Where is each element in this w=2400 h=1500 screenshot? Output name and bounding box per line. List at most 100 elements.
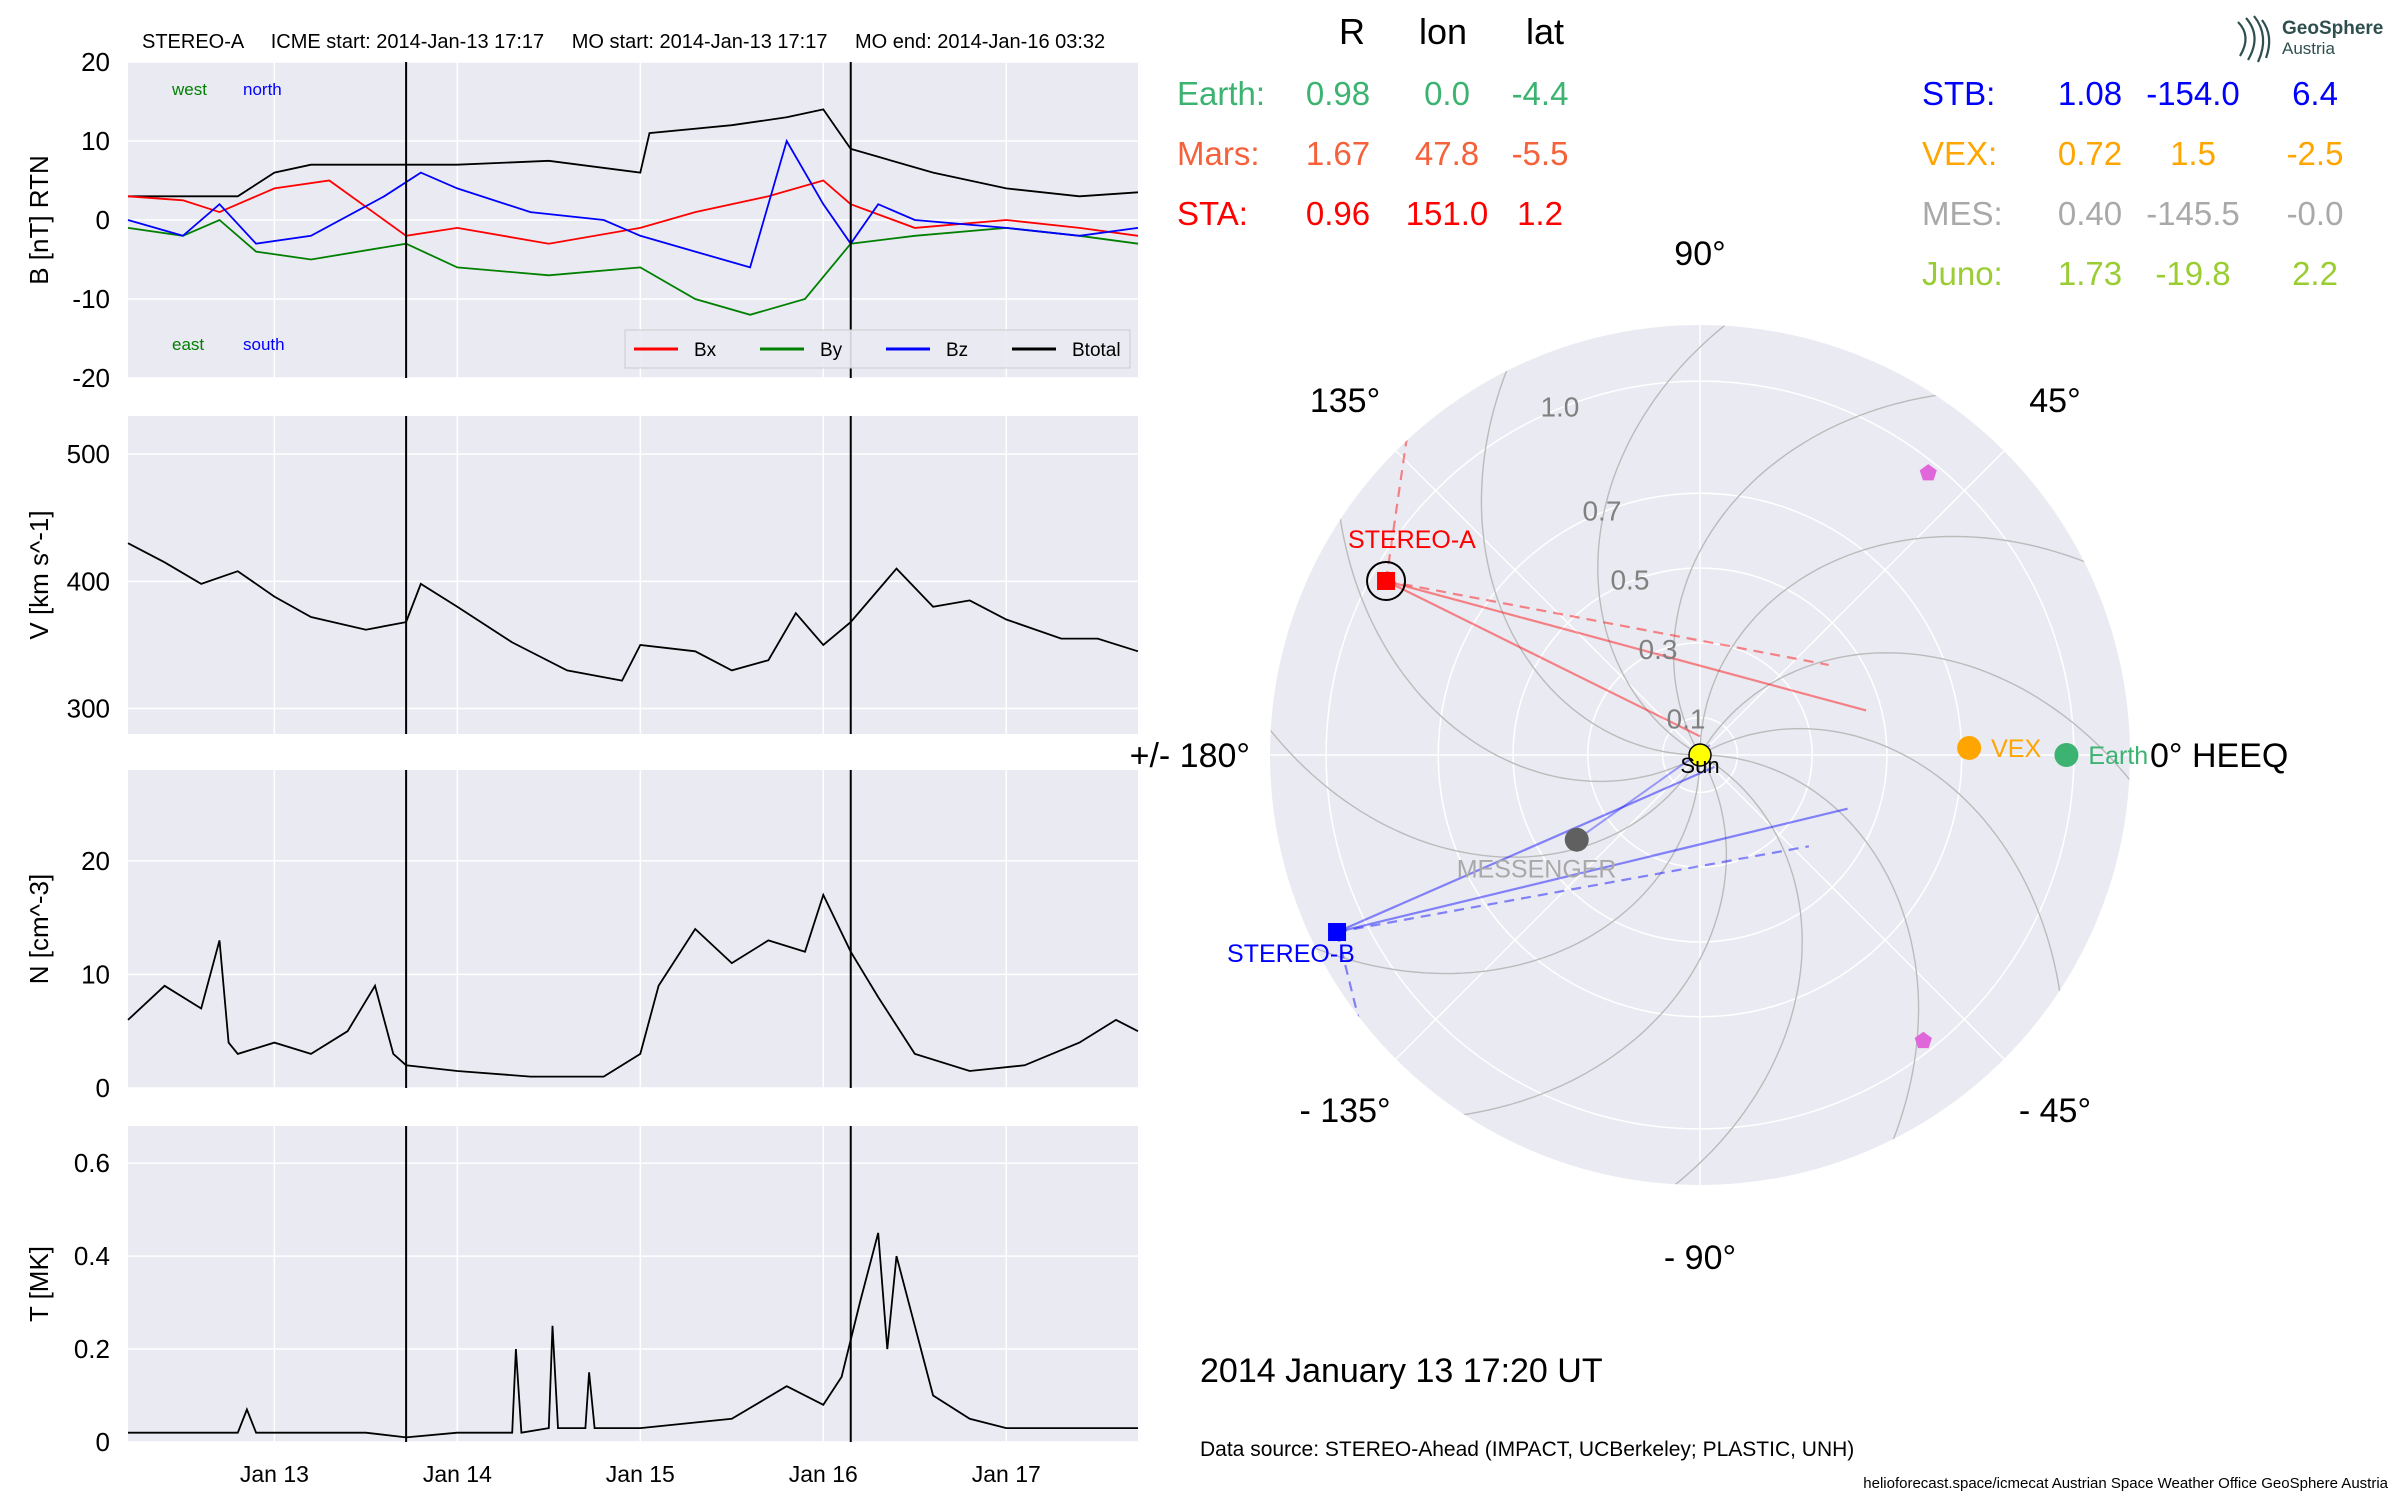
y-tick-label: 0 xyxy=(96,1427,110,1457)
panel-bg xyxy=(128,416,1138,734)
panel-density: 0 10 20 N [cm^-3] xyxy=(24,770,1139,1103)
parker-spiral xyxy=(1597,325,1787,756)
credits: helioforecast.space/icmecat Austrian Spa… xyxy=(1863,1475,2388,1492)
y-tick-label: 0.6 xyxy=(74,1148,110,1178)
table-right-lat: -0.0 xyxy=(2287,195,2344,232)
parker-spiral xyxy=(1699,535,2130,756)
x-tick-label: Jan 16 xyxy=(789,1461,858,1487)
y-tick-label: -10 xyxy=(72,284,110,314)
parker-spiral xyxy=(1672,389,2011,756)
panel-bg xyxy=(128,770,1138,1088)
angle-label: 0° HEEQ xyxy=(2150,737,2288,775)
body-label-stereo-b: STEREO-B xyxy=(1227,940,1355,968)
r-tick-label: 0.1 xyxy=(1667,703,1706,734)
table-right-lon: 1.5 xyxy=(2170,135,2216,172)
header-spacecraft: STEREO-A xyxy=(142,31,245,53)
angle-label: - 90° xyxy=(1664,1239,1736,1277)
table-header-lon: lon xyxy=(1419,11,1467,52)
header-mo-end: MO end: 2014-Jan-16 03:32 xyxy=(855,31,1105,53)
parker-spiral xyxy=(1699,652,2130,842)
panel-magnetic-field: -20 -10 0 10 20 B [nT] RTN west north east south B… xyxy=(24,47,1139,393)
table-right-lat: 6.4 xyxy=(2292,75,2338,112)
body-earth xyxy=(2054,743,2079,767)
table-right-label: Juno: xyxy=(1922,255,2003,292)
y-tick-label: 0 xyxy=(96,1073,110,1103)
series-Bz xyxy=(127,138,1139,269)
legend-entry: Btotal xyxy=(1072,340,1121,361)
table-right-label: STB: xyxy=(1922,75,1995,112)
logo-line2: Austria xyxy=(2282,39,2335,58)
y-tick-label: 300 xyxy=(67,694,110,724)
angle-label: 45° xyxy=(2029,382,2080,420)
fov-line xyxy=(1336,807,1848,934)
table-header-lat: lat xyxy=(1526,11,1564,52)
legend-entry: Bx xyxy=(694,340,717,361)
table-right-lon: -154.0 xyxy=(2146,75,2240,112)
event-header: STEREO-A ICME start: 2014-Jan-13 17:17 M… xyxy=(142,31,1105,53)
body-label-earth: Earth xyxy=(2088,742,2148,770)
fov-line xyxy=(1336,845,1810,934)
parker-spiral xyxy=(1613,754,1803,1185)
table-left-label: Earth: xyxy=(1177,75,1265,112)
table-left-lon: 151.0 xyxy=(1406,195,1489,232)
y-tick-label: 500 xyxy=(67,439,110,469)
table-right-lat: 2.2 xyxy=(2292,255,2338,292)
y-axis-label: V [km s^-1] xyxy=(24,510,54,639)
series-T xyxy=(128,1232,1138,1439)
annotation-north: north xyxy=(243,80,282,99)
body-stereo-a xyxy=(1377,571,1396,590)
stereo-a-highlight xyxy=(1366,560,1407,601)
series-By xyxy=(127,218,1139,316)
planet-marker-pentagon xyxy=(1919,464,1937,481)
body-label-sun: Sun xyxy=(1680,753,1719,778)
x-tick-label: Jan 17 xyxy=(972,1461,1041,1487)
logo-mark-icon xyxy=(2237,15,2271,63)
table-right-label: VEX: xyxy=(1922,135,1997,172)
table-left-label: Mars: xyxy=(1177,135,1260,172)
parker-spiral xyxy=(1270,754,1701,975)
table-right-r: 0.40 xyxy=(2058,195,2122,232)
panel-velocity: 300 400 500 V [km s^-1] xyxy=(24,416,1139,734)
annotation-south: south xyxy=(243,335,285,354)
fov-line xyxy=(1385,579,1701,738)
angle-label: +/- 180° xyxy=(1130,737,1250,775)
angle-label: 90° xyxy=(1674,235,1725,273)
legend-entry: Bz xyxy=(946,340,968,361)
y-tick-label: 400 xyxy=(67,566,110,596)
angle-label: - 135° xyxy=(1299,1092,1390,1130)
fov-line xyxy=(1385,579,1867,712)
table-left-lat: 1.2 xyxy=(1517,195,1563,232)
timeseries-panels: -20 -10 0 10 20 B [nT] RTN west north east south B… xyxy=(24,47,1139,1487)
angle-label: 135° xyxy=(1310,382,1380,420)
angle-spoke xyxy=(1395,450,1701,756)
polar-plot: 0.1 0.3 0.5 0.7 1.0 90° 45° 0° HEEQ - 45° - 90° - … xyxy=(1130,235,2289,1277)
legend: Bx By Bz Btotal xyxy=(624,329,1131,369)
parker-spiral xyxy=(1270,668,1701,858)
annotation-west: west xyxy=(171,80,207,99)
legend-entry: By xyxy=(820,340,843,361)
table-left-lat: -5.5 xyxy=(1512,135,1569,172)
series-Bx xyxy=(127,179,1139,245)
logo-line1: GeoSphere xyxy=(2282,18,2383,39)
table-left-lon: 47.8 xyxy=(1415,135,1479,172)
timestamp: 2014 January 13 17:20 UT xyxy=(1200,1352,1603,1390)
body-label-stereo-a: STEREO-A xyxy=(1348,526,1476,554)
series-N xyxy=(127,892,1139,1078)
angle-spoke xyxy=(1699,754,2005,1060)
annotation-east: east xyxy=(172,335,204,354)
header-mo-start: MO start: 2014-Jan-13 17:17 xyxy=(572,31,828,53)
table-left-lat: -4.4 xyxy=(1512,75,1569,112)
parker-spiral xyxy=(1334,444,1701,783)
r-tick-label: 1.0 xyxy=(1540,391,1579,422)
x-tick-label: Jan 15 xyxy=(606,1461,675,1487)
y-axis-label: N [cm^-3] xyxy=(24,874,54,984)
y-tick-label: 0.2 xyxy=(74,1334,110,1364)
table-right-r: 0.72 xyxy=(2058,135,2122,172)
r-tick-label: 0.3 xyxy=(1639,634,1678,665)
table-left-r: 1.67 xyxy=(1306,135,1370,172)
angle-spoke xyxy=(1699,450,2005,756)
y-tick-label: 20 xyxy=(81,47,110,77)
data-source: Data source: STEREO-Ahead (IMPACT, UCBer… xyxy=(1200,1438,1854,1461)
